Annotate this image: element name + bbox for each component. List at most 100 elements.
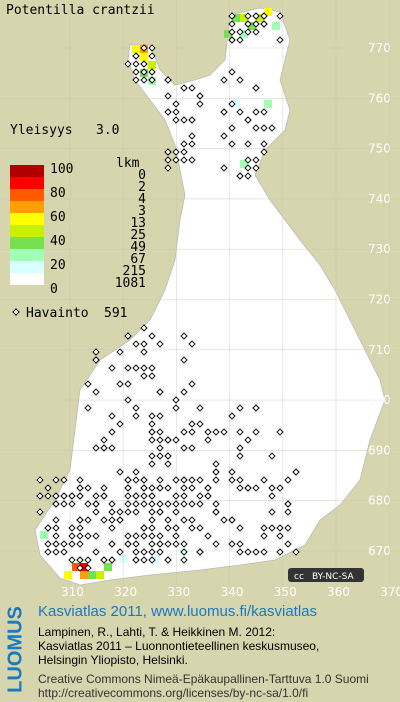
observation bbox=[156, 452, 164, 460]
observation bbox=[228, 468, 236, 476]
observation bbox=[140, 548, 148, 556]
observation bbox=[244, 156, 252, 164]
observation bbox=[148, 508, 156, 516]
observation bbox=[132, 468, 140, 476]
observation bbox=[124, 364, 132, 372]
observation bbox=[116, 420, 124, 428]
observation bbox=[156, 540, 164, 548]
observation bbox=[116, 508, 124, 516]
observation bbox=[132, 340, 140, 348]
observation bbox=[52, 540, 60, 548]
observation bbox=[172, 476, 180, 484]
observation bbox=[252, 404, 260, 412]
observation bbox=[180, 476, 188, 484]
cell bbox=[148, 61, 156, 69]
observation bbox=[220, 76, 228, 84]
observation bbox=[164, 556, 172, 564]
observation bbox=[236, 108, 244, 116]
observation bbox=[244, 164, 252, 172]
observation bbox=[140, 484, 148, 492]
observation bbox=[132, 68, 140, 76]
observation bbox=[156, 548, 164, 556]
observation bbox=[188, 380, 196, 388]
observation bbox=[52, 500, 60, 508]
legend-count: 4 bbox=[138, 192, 146, 207]
observation bbox=[108, 412, 116, 420]
observation bbox=[140, 556, 148, 564]
observation bbox=[252, 12, 260, 20]
observation bbox=[188, 500, 196, 508]
observation bbox=[180, 516, 188, 524]
observation bbox=[212, 508, 220, 516]
observation bbox=[164, 164, 172, 172]
observation bbox=[188, 140, 196, 148]
legend-count: 67 bbox=[130, 252, 146, 267]
observation bbox=[228, 476, 236, 484]
observation bbox=[180, 332, 188, 340]
observation bbox=[228, 412, 236, 420]
cell bbox=[140, 53, 148, 61]
observation bbox=[140, 532, 148, 540]
observation bbox=[116, 468, 124, 476]
observation bbox=[172, 148, 180, 156]
observation bbox=[172, 156, 180, 164]
legend-count: 49 bbox=[130, 240, 146, 255]
brand-box: LUOMUS bbox=[0, 600, 34, 700]
observation bbox=[156, 436, 164, 444]
cell bbox=[96, 571, 104, 579]
observation bbox=[196, 476, 204, 484]
cell bbox=[264, 8, 272, 16]
observation bbox=[244, 116, 252, 124]
observation bbox=[92, 532, 100, 540]
observation bbox=[252, 156, 260, 164]
observation bbox=[236, 476, 244, 484]
observation bbox=[84, 500, 92, 508]
observation bbox=[188, 420, 196, 428]
observation bbox=[188, 116, 196, 124]
observation bbox=[108, 500, 116, 508]
observation bbox=[252, 484, 260, 492]
observation bbox=[148, 500, 156, 508]
observation bbox=[108, 364, 116, 372]
observation bbox=[188, 524, 196, 532]
observation bbox=[116, 516, 124, 524]
observation bbox=[284, 508, 292, 516]
land bbox=[34, 7, 386, 586]
observation bbox=[228, 100, 236, 108]
observation bbox=[36, 476, 44, 484]
observation bbox=[244, 172, 252, 180]
observation bbox=[140, 44, 148, 52]
observation bbox=[108, 444, 116, 452]
y-label: 740 bbox=[368, 192, 391, 206]
cell bbox=[232, 14, 240, 22]
observation bbox=[196, 548, 204, 556]
observation bbox=[84, 556, 92, 564]
observation bbox=[68, 500, 76, 508]
observation bbox=[260, 124, 268, 132]
observation bbox=[124, 508, 132, 516]
observation bbox=[220, 516, 228, 524]
observation bbox=[164, 108, 172, 116]
observation bbox=[228, 540, 236, 548]
observation bbox=[236, 524, 244, 532]
observation bbox=[132, 540, 140, 548]
observation bbox=[156, 428, 164, 436]
cell bbox=[120, 555, 128, 563]
observation bbox=[180, 356, 188, 364]
observation bbox=[244, 20, 252, 28]
observation bbox=[44, 484, 52, 492]
observation bbox=[76, 516, 84, 524]
observation bbox=[180, 428, 188, 436]
observation bbox=[156, 476, 164, 484]
observation bbox=[236, 36, 244, 44]
license-badge-text: cc bbox=[294, 572, 304, 582]
cell bbox=[132, 45, 140, 53]
observation bbox=[228, 140, 236, 148]
observation bbox=[172, 396, 180, 404]
y-label: 700 bbox=[368, 393, 391, 407]
observation bbox=[172, 540, 180, 548]
observation bbox=[84, 380, 92, 388]
observation bbox=[36, 508, 44, 516]
observation bbox=[76, 476, 84, 484]
